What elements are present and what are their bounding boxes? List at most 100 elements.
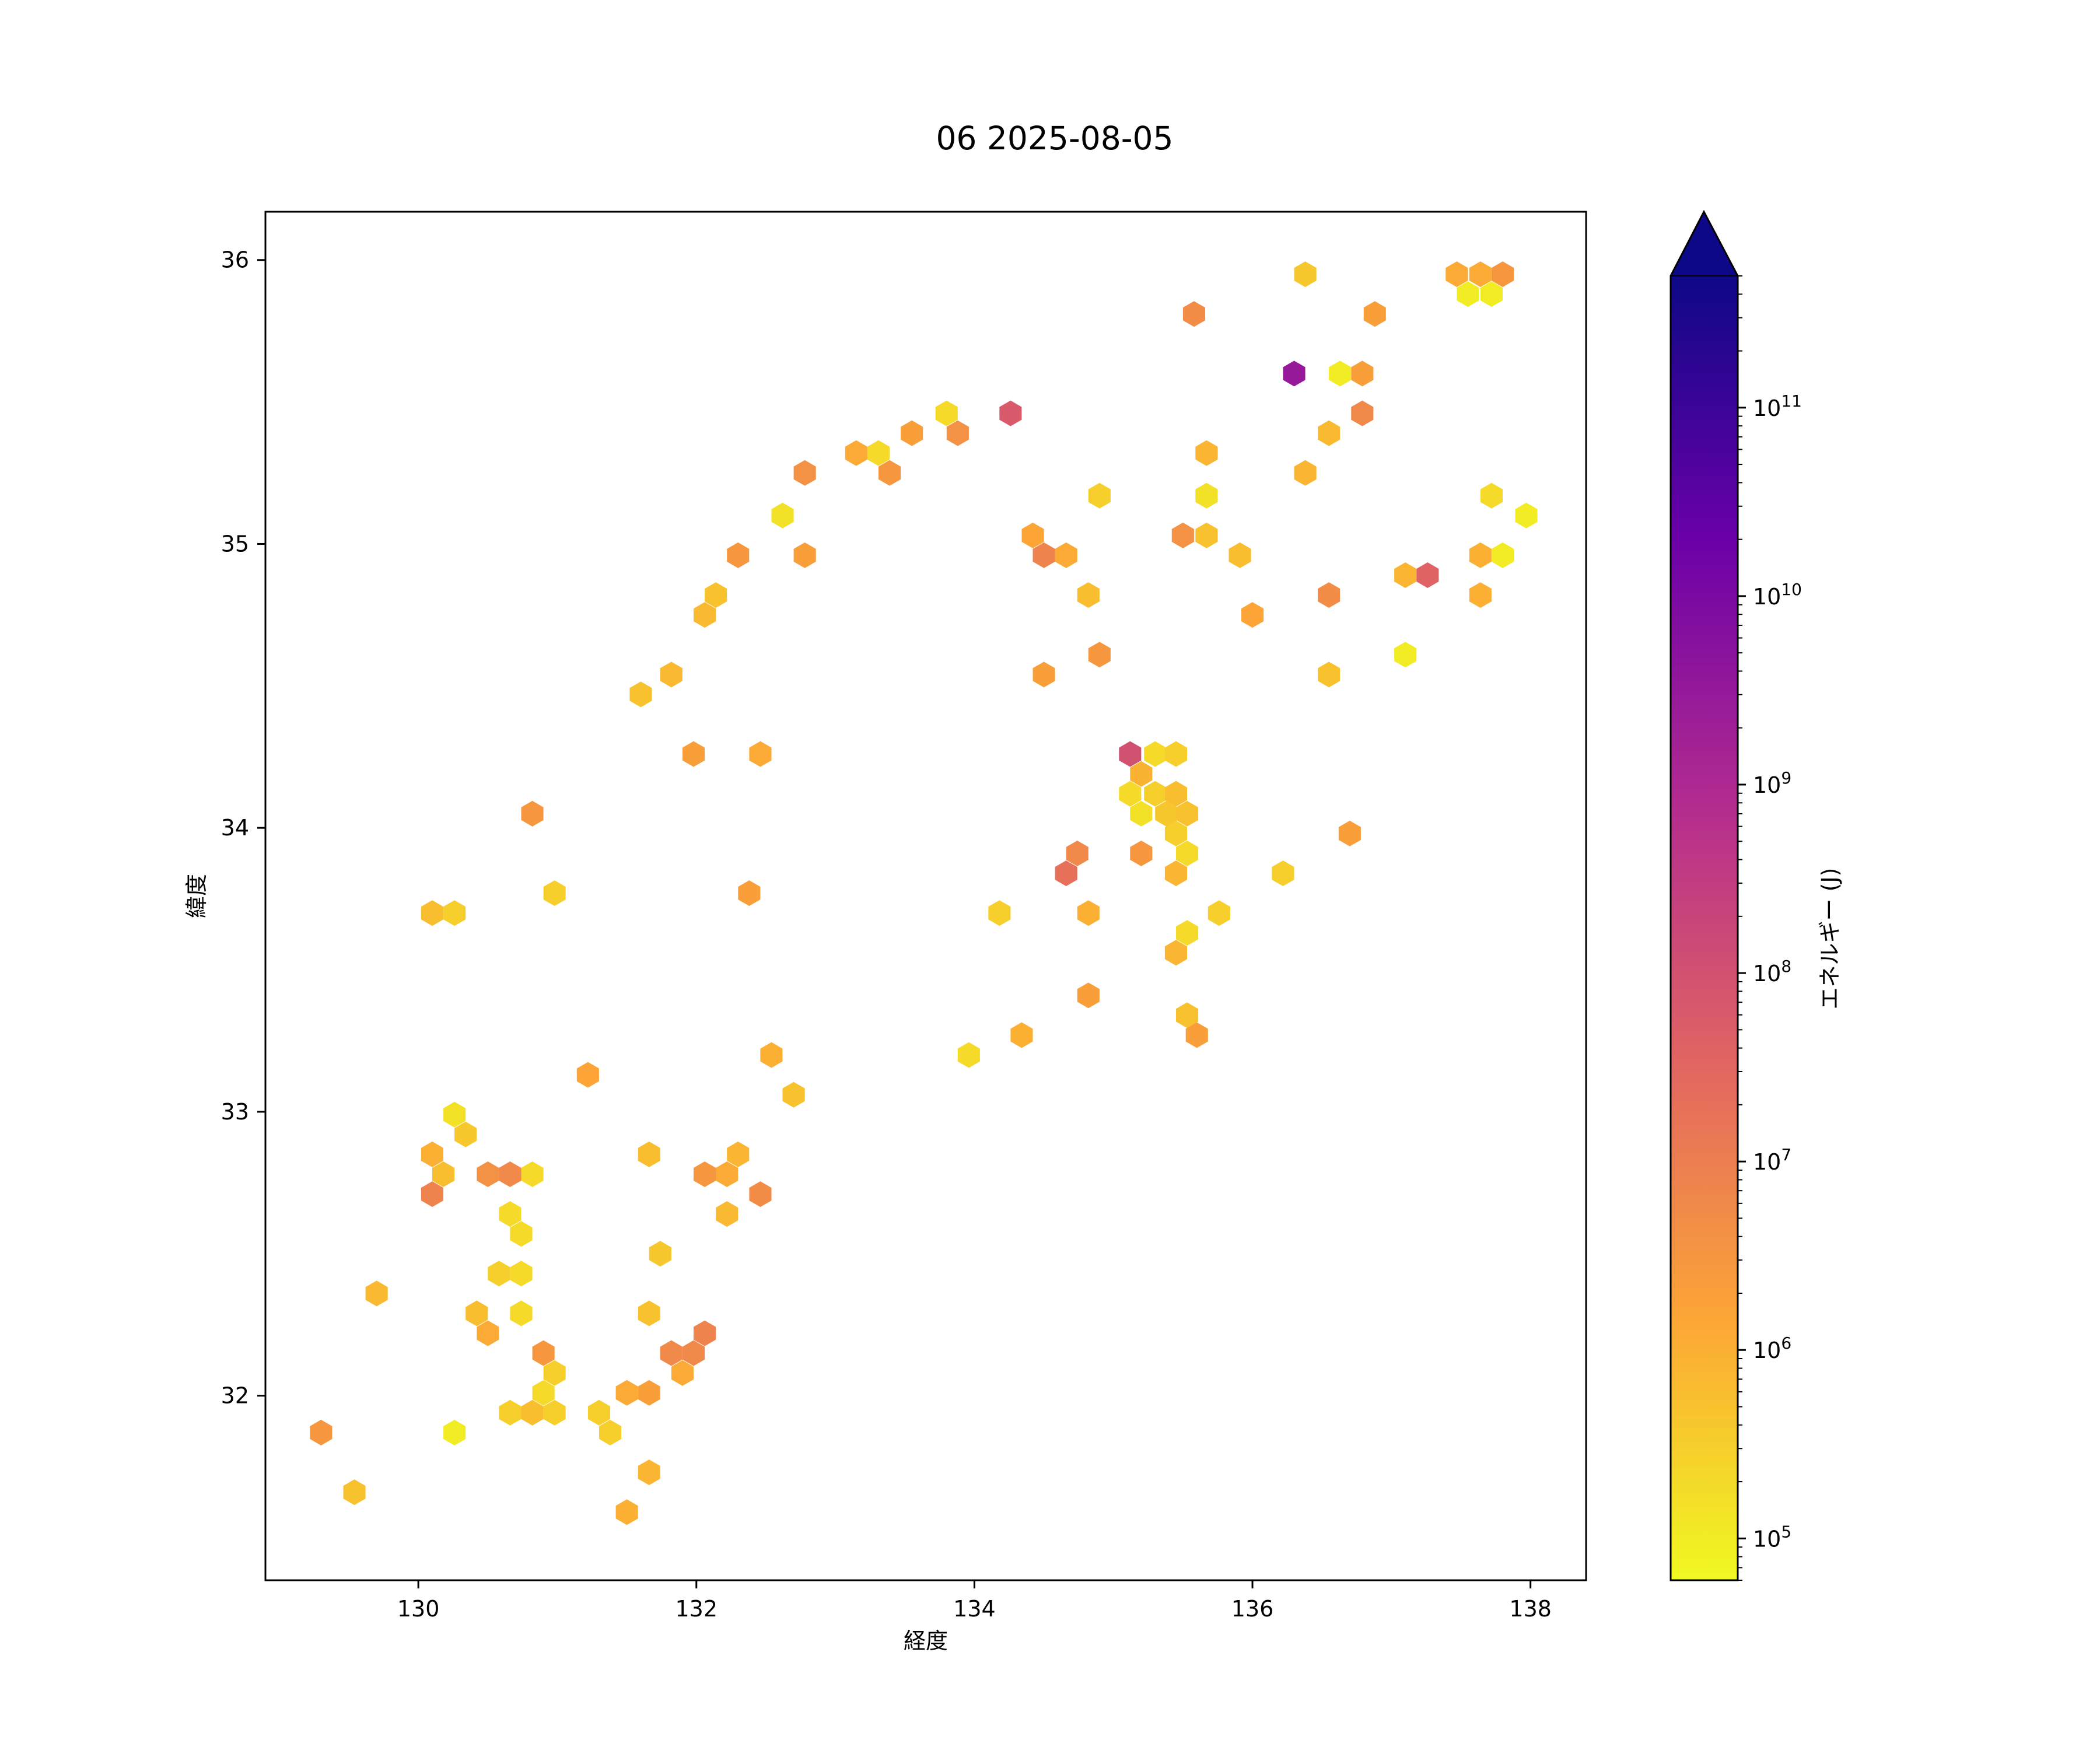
colorbar-tick-label: 108 (1753, 957, 1791, 986)
hexbin-cell (1171, 522, 1194, 548)
x-tick-label: 136 (1231, 1596, 1274, 1622)
hexbin-cells (310, 261, 1538, 1525)
hexbin-cell (629, 681, 652, 708)
hexbin-cell (694, 1320, 716, 1346)
hexbin-cell (638, 1141, 660, 1167)
hexbin-cell (1480, 281, 1503, 307)
hexbin-cell (727, 1141, 750, 1167)
colorbar: 105 106 107 108 109 1010 1011 エネルギー (J) (1670, 209, 1843, 1581)
x-tick-label: 138 (1509, 1596, 1552, 1622)
hexbin-cell (1176, 920, 1199, 946)
hexbin-cell (454, 1121, 477, 1147)
hexbin-cell (638, 1460, 660, 1485)
hexbin-cell (1228, 542, 1251, 568)
hexbin-cell (727, 542, 750, 568)
hexbin-cell (1469, 542, 1492, 568)
hexbin-cell (1144, 741, 1167, 767)
y-tick-label: 35 (221, 531, 249, 556)
hexbin-cell (957, 1042, 980, 1068)
hexbin-cell (760, 1042, 783, 1068)
hexbin-cell (1176, 800, 1199, 827)
hexbin-cell (432, 1161, 455, 1187)
colorbar-tick-label: 109 (1753, 768, 1791, 798)
hexbin-cell (615, 1499, 638, 1525)
hexbin-cell (1164, 741, 1187, 767)
hexbin-cell (1195, 440, 1218, 466)
hexbin-cell (738, 880, 761, 907)
hexbin-cell (845, 440, 867, 466)
hexbin-cell (749, 741, 772, 767)
y-tick-label: 36 (221, 247, 249, 273)
hexbin-cell (1363, 301, 1386, 327)
hexbin-cell (1480, 482, 1503, 509)
hexbin-cell (421, 1141, 443, 1167)
hexbin-cell (1457, 281, 1479, 307)
hexbin-cell (1130, 761, 1153, 787)
x-tick-label: 134 (953, 1596, 996, 1622)
colorbar-tick-label: 107 (1753, 1145, 1791, 1175)
hexbin-cell (576, 1062, 599, 1088)
colorbar-tick-label: 1010 (1753, 580, 1802, 610)
hexbin-cell (705, 582, 727, 608)
hexbin-cell (638, 1380, 660, 1406)
hexbin-cell (694, 602, 716, 628)
hexbin-cell (510, 1300, 533, 1326)
hexbin-cell (443, 900, 466, 926)
hexbin-cell (1294, 261, 1317, 288)
plot-frame (264, 211, 1587, 1581)
x-tick-label: 130 (397, 1596, 440, 1622)
hexbin-cell (365, 1280, 388, 1307)
hexbin-cell (771, 502, 794, 528)
x-tick-label: 132 (676, 1596, 718, 1622)
hexbin-cell (935, 400, 958, 426)
hexbin-cell (649, 1241, 671, 1267)
hexbin-cell (1088, 482, 1111, 509)
hexbin-cell (1164, 780, 1187, 807)
hexbin-cell (599, 1419, 622, 1446)
hexbin-cell (499, 1201, 522, 1227)
hexbin-cell (521, 800, 544, 827)
hexbin-cell (1446, 261, 1468, 288)
hexbin-cell (1283, 360, 1306, 387)
hexbin-cell (543, 1399, 566, 1426)
y-axis-label: 緯度 (184, 874, 209, 918)
hexbin-cell (1119, 780, 1142, 807)
hexbin-cell (443, 1419, 466, 1446)
hexbin-cell (1272, 860, 1294, 887)
hexbin-cell (543, 1360, 566, 1386)
hexbin-cell (1294, 460, 1317, 486)
colorbar-outline (1670, 209, 1739, 1581)
hexbin-cell (521, 1399, 544, 1426)
hexbin-cell (1318, 662, 1340, 688)
hexbin-cell (421, 900, 443, 926)
hexbin-cell (510, 1221, 533, 1247)
hexbin-cell (782, 1082, 805, 1108)
hexbin-cell (1077, 982, 1100, 1009)
hexbin-cell (878, 460, 901, 486)
hexbin-cell (1394, 562, 1417, 588)
hexbin-cell (1055, 542, 1077, 568)
hexbin-cell (1338, 820, 1361, 846)
hexbin-cell (1088, 642, 1111, 668)
hexbin-cell (1010, 1022, 1033, 1048)
x-axis-ticks: 130 132 134 136 138 (397, 1580, 1552, 1622)
hexbin-cell (682, 1340, 705, 1366)
hexbin-cell (716, 1161, 738, 1187)
hexbin-cell (1032, 662, 1055, 688)
y-tick-label: 32 (221, 1383, 249, 1409)
hexbin-cell (660, 1340, 682, 1366)
hexbin-cell (1155, 800, 1178, 827)
colorbar-tick-label: 106 (1753, 1334, 1791, 1363)
hexbin-cell (1185, 1022, 1208, 1048)
hexbin-cell (1469, 261, 1492, 288)
hexbin-cell (587, 1399, 610, 1426)
hexbin-cell (1329, 360, 1352, 387)
hexbin-cell (1318, 420, 1340, 446)
hexbin-cell (532, 1380, 555, 1406)
hexbin-cell (901, 420, 923, 446)
hexbin-cell (793, 542, 816, 568)
hexbin-cell (1318, 582, 1340, 608)
hexbin-cell (615, 1380, 638, 1406)
